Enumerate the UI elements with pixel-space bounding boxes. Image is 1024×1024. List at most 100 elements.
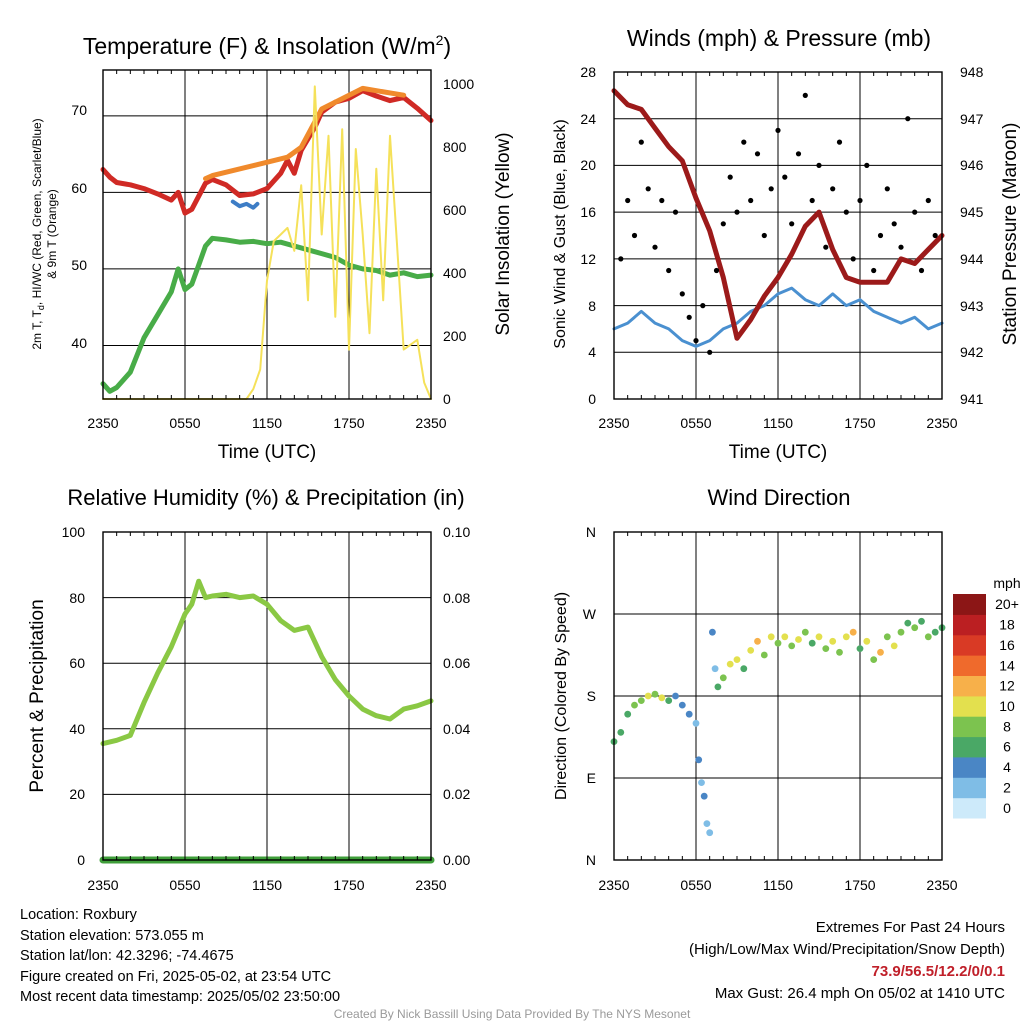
direction-point bbox=[637, 697, 645, 704]
gust-point bbox=[775, 127, 781, 133]
temperature-xtick: 1150 bbox=[252, 415, 282, 431]
direction-point bbox=[740, 665, 748, 673]
gust-point bbox=[782, 174, 788, 180]
direction-xtick: 1750 bbox=[844, 877, 875, 893]
direction-point bbox=[788, 642, 796, 650]
gust-point bbox=[857, 197, 863, 204]
direction-ytick: N bbox=[586, 852, 596, 868]
winds-ytick-right: 944 bbox=[960, 251, 984, 267]
direction-point bbox=[808, 639, 816, 647]
direction-ylabel: Direction (Colored By Speed) bbox=[553, 592, 570, 800]
winds-xtick: 1750 bbox=[844, 415, 875, 431]
colorbar-label: 10 bbox=[999, 698, 1015, 714]
winds-xtick: 2350 bbox=[926, 415, 957, 431]
colorbar-swatch bbox=[953, 634, 986, 656]
series-9m-t bbox=[203, 85, 407, 182]
gust-point bbox=[741, 139, 747, 145]
humidity-ytick-right: 0.02 bbox=[443, 786, 470, 802]
winds-ytick-right: 942 bbox=[960, 344, 984, 360]
gust-point bbox=[666, 267, 672, 274]
colorbar-swatch bbox=[953, 777, 986, 799]
gust-point bbox=[700, 303, 706, 309]
direction-ytick: S bbox=[587, 688, 596, 704]
colorbar-swatch bbox=[953, 695, 986, 717]
winds-ytick-right: 945 bbox=[960, 204, 984, 220]
direction-point bbox=[890, 642, 898, 650]
winds-series bbox=[611, 88, 945, 355]
station-info: Location: Roxbury Station elevation: 573… bbox=[20, 905, 340, 1008]
temperature-ylabel-left: 2m T, Td, HI/WC (Red, Green, Scarlet/Blu… bbox=[30, 118, 46, 349]
colorbar-label: 4 bbox=[1003, 759, 1011, 775]
gust-point bbox=[850, 256, 856, 262]
temperature-ytick-right: 600 bbox=[443, 202, 467, 218]
humidity-xtick: 2350 bbox=[87, 877, 118, 893]
colorbar-label: 6 bbox=[1003, 739, 1011, 755]
temperature-ytick-left: 50 bbox=[71, 257, 87, 273]
humidity-ticks bbox=[102, 532, 432, 860]
colorbar-label: 8 bbox=[1003, 718, 1011, 734]
winds-ytick-left: 8 bbox=[588, 298, 596, 314]
winds-ytick-right: 948 bbox=[960, 64, 984, 80]
direction-point bbox=[911, 624, 919, 632]
direction-point bbox=[703, 820, 711, 827]
direction-point bbox=[617, 729, 625, 736]
extremes-subtitle: (High/Low/Max Wind/Precipitation/Snow De… bbox=[689, 941, 1005, 958]
temperature-xtick: 0550 bbox=[169, 415, 200, 431]
direction-point bbox=[714, 683, 722, 691]
speed-colorbar: 0 2 4 6 8 10 12 14 16 18 20+ bbox=[953, 594, 1019, 819]
direction-point bbox=[856, 645, 864, 652]
direction-point bbox=[836, 648, 843, 656]
temperature-grid bbox=[103, 70, 431, 399]
gust-point bbox=[761, 232, 767, 239]
direction-point bbox=[815, 633, 823, 641]
colorbar-label: 14 bbox=[999, 657, 1015, 673]
gust-point bbox=[693, 338, 699, 344]
colorbar-label: 0 bbox=[1003, 800, 1011, 816]
direction-point bbox=[822, 645, 830, 652]
direction-point bbox=[924, 633, 932, 641]
direction-point bbox=[700, 792, 708, 800]
gust-point bbox=[816, 162, 822, 168]
direction-panel: Wind Direction 2350 0550 1150 1750 2350 … bbox=[553, 485, 1021, 893]
temperature-ytick-right: 800 bbox=[443, 139, 467, 155]
direction-point bbox=[711, 665, 719, 673]
humidity-ytick-left: 20 bbox=[69, 786, 85, 802]
winds-panel: Winds (mph) & Pressure (mb) 2350 0550 11… bbox=[552, 25, 1021, 463]
direction-point bbox=[692, 719, 700, 727]
gust-point bbox=[795, 151, 802, 157]
colorbar-label: 18 bbox=[999, 617, 1015, 633]
direction-point bbox=[672, 692, 679, 700]
direction-xtick: 2350 bbox=[598, 877, 629, 893]
winds-xtick: 2350 bbox=[598, 415, 629, 431]
direction-xtick: 1150 bbox=[763, 877, 793, 893]
winds-ytick-left: 20 bbox=[580, 157, 596, 173]
temperature-ytick-right: 400 bbox=[443, 265, 467, 281]
winds-ytick-left: 24 bbox=[580, 111, 596, 127]
gust-point bbox=[768, 186, 774, 192]
humidity-ytick-left: 80 bbox=[69, 590, 85, 606]
direction-point bbox=[754, 637, 761, 645]
direction-xtick: 2350 bbox=[926, 877, 957, 893]
direction-point bbox=[698, 779, 705, 786]
direction-point bbox=[774, 639, 782, 647]
colorbar-swatch bbox=[953, 797, 986, 819]
direction-point bbox=[631, 701, 638, 709]
humidity-grid bbox=[103, 532, 431, 860]
gust-point bbox=[871, 267, 877, 274]
station-latlon: Station lat/lon: 42.3296; -74.4675 bbox=[20, 948, 234, 964]
gust-point bbox=[727, 174, 733, 180]
direction-point bbox=[931, 628, 939, 636]
winds-ytick-left: 0 bbox=[588, 391, 596, 407]
figure-created: Figure created on Fri, 2025-05-02, at 23… bbox=[20, 968, 332, 985]
colorbar-swatch bbox=[953, 655, 986, 676]
gust-point bbox=[830, 186, 836, 192]
gust-point bbox=[789, 221, 795, 227]
winds-ticks bbox=[613, 72, 943, 399]
recent-timestamp: Most recent data timestamp: 2025/05/02 2… bbox=[20, 989, 341, 1005]
winds-grid bbox=[614, 72, 942, 399]
gust-point bbox=[918, 267, 925, 274]
direction-title: Wind Direction bbox=[707, 485, 850, 510]
gust-point bbox=[625, 197, 631, 204]
colorbar-swatch bbox=[953, 594, 986, 615]
